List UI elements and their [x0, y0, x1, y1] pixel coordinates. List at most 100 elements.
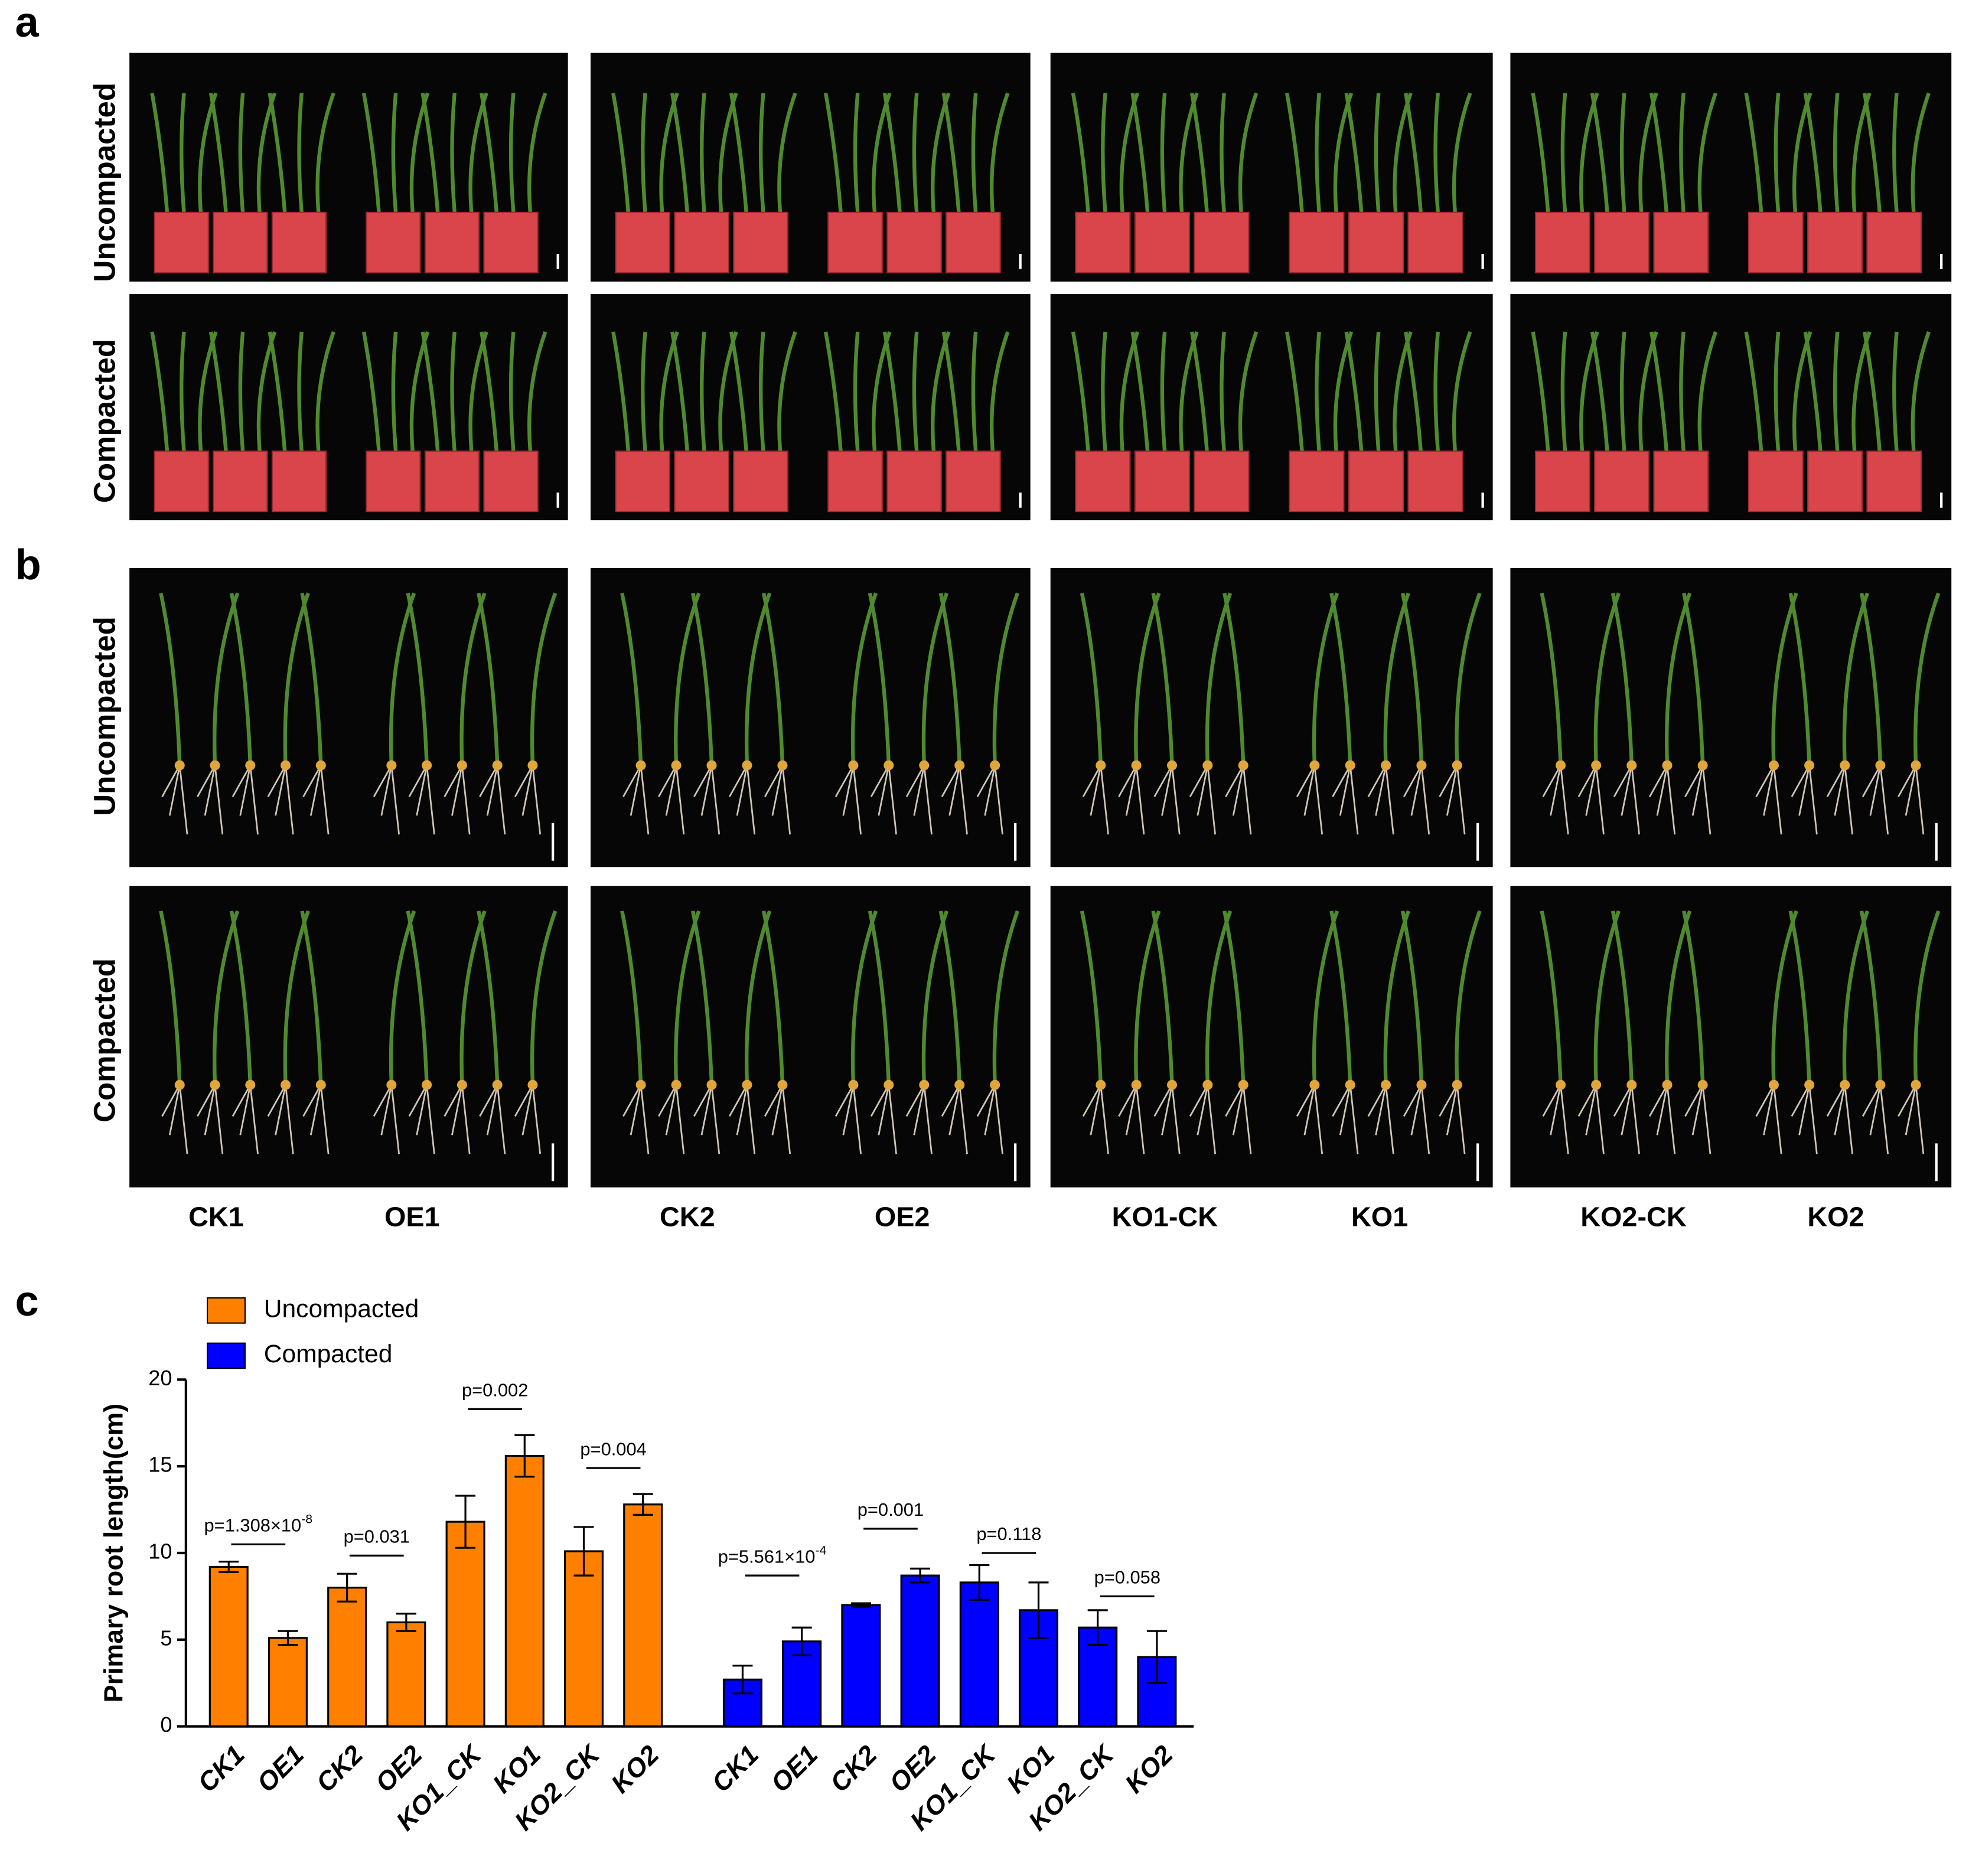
root	[1332, 765, 1359, 835]
seedling	[406, 592, 429, 766]
seedling	[938, 592, 961, 766]
photo	[590, 886, 1031, 1187]
pot	[1407, 211, 1463, 273]
seed	[1875, 1079, 1886, 1090]
seed	[527, 760, 538, 771]
root	[1439, 765, 1466, 835]
seedling	[477, 592, 500, 766]
seed	[1202, 760, 1213, 771]
seed	[990, 760, 1000, 771]
p-value: p=0.004	[580, 1438, 646, 1459]
seedling	[992, 910, 1019, 1085]
seed	[1911, 760, 1921, 771]
plant	[611, 93, 630, 213]
plant	[361, 331, 381, 452]
y-tick-label: 20	[148, 1366, 172, 1390]
bar	[504, 1454, 545, 1728]
seedling	[761, 911, 785, 1085]
seedling	[1665, 910, 1692, 1085]
plant	[361, 93, 381, 213]
seed	[1096, 1079, 1106, 1090]
root	[161, 765, 188, 835]
photo	[129, 567, 568, 867]
root	[1826, 1084, 1853, 1154]
pot	[483, 211, 539, 273]
genotype-label: KO1	[1351, 1201, 1408, 1232]
error-bar	[219, 1561, 239, 1573]
seed	[1345, 760, 1355, 771]
seedling	[159, 911, 182, 1085]
seed	[281, 760, 291, 771]
plant	[1101, 93, 1107, 213]
p-value-exponent: -4	[815, 1543, 826, 1557]
pot	[1194, 211, 1250, 273]
plant	[1590, 93, 1609, 213]
seed	[635, 1079, 646, 1090]
photo	[1050, 567, 1493, 867]
seedling	[868, 592, 891, 766]
plant	[700, 93, 706, 213]
bar	[623, 1503, 663, 1728]
root	[764, 765, 791, 835]
root	[1542, 765, 1569, 835]
seed	[245, 760, 256, 771]
plant	[180, 331, 186, 452]
seed	[422, 1079, 432, 1090]
plant	[297, 93, 304, 213]
seedling	[1788, 911, 1811, 1085]
seed	[1238, 1079, 1248, 1090]
plant	[1130, 93, 1150, 213]
plant	[1697, 92, 1717, 213]
root	[373, 1084, 400, 1154]
seed	[1381, 1079, 1391, 1090]
seedling	[620, 911, 643, 1085]
seedling	[921, 592, 949, 766]
seed	[777, 760, 788, 771]
plant	[208, 93, 228, 213]
seed	[457, 1079, 467, 1090]
pot	[1289, 211, 1345, 273]
seedling	[1788, 592, 1811, 766]
root	[622, 1084, 650, 1154]
seed	[1697, 1079, 1708, 1090]
p-value-text: p=5.561×10	[718, 1547, 816, 1567]
pot	[366, 211, 421, 273]
genotype-label: OE1	[384, 1201, 440, 1232]
seed	[1697, 760, 1708, 771]
root	[764, 1084, 791, 1154]
bar-chart: 0 5 10 15 20 Primary root length(cm) Uncompact…	[100, 1295, 1194, 1836]
seedling	[283, 910, 310, 1085]
plant	[1315, 93, 1321, 213]
seed	[1626, 1079, 1637, 1090]
x-tick-label: KO2	[1120, 1740, 1179, 1799]
plant	[1803, 93, 1823, 213]
root	[941, 765, 968, 835]
seed	[1591, 1079, 1602, 1090]
root	[658, 1084, 685, 1154]
root	[267, 1084, 294, 1154]
seedling	[690, 911, 714, 1085]
plant	[527, 331, 547, 452]
seed	[1556, 760, 1566, 771]
plant	[1190, 331, 1209, 452]
error-bar	[633, 1493, 653, 1516]
seedling	[389, 910, 416, 1085]
plant	[1911, 92, 1931, 213]
plant	[1404, 331, 1423, 452]
seedling	[921, 910, 949, 1085]
plant	[1344, 331, 1364, 452]
seed	[1345, 1079, 1355, 1090]
seedling	[300, 592, 323, 766]
genotype-label: KO1-CK	[1112, 1201, 1218, 1232]
seedling	[1842, 910, 1870, 1085]
plant	[238, 93, 245, 213]
root	[408, 1084, 435, 1154]
photo	[1510, 886, 1952, 1187]
seed	[742, 1079, 752, 1090]
seedling	[1205, 592, 1233, 766]
plant	[1220, 93, 1226, 213]
root	[1791, 1084, 1818, 1154]
pot	[1348, 450, 1404, 513]
panel-label: b	[15, 541, 41, 589]
plant	[268, 331, 287, 452]
